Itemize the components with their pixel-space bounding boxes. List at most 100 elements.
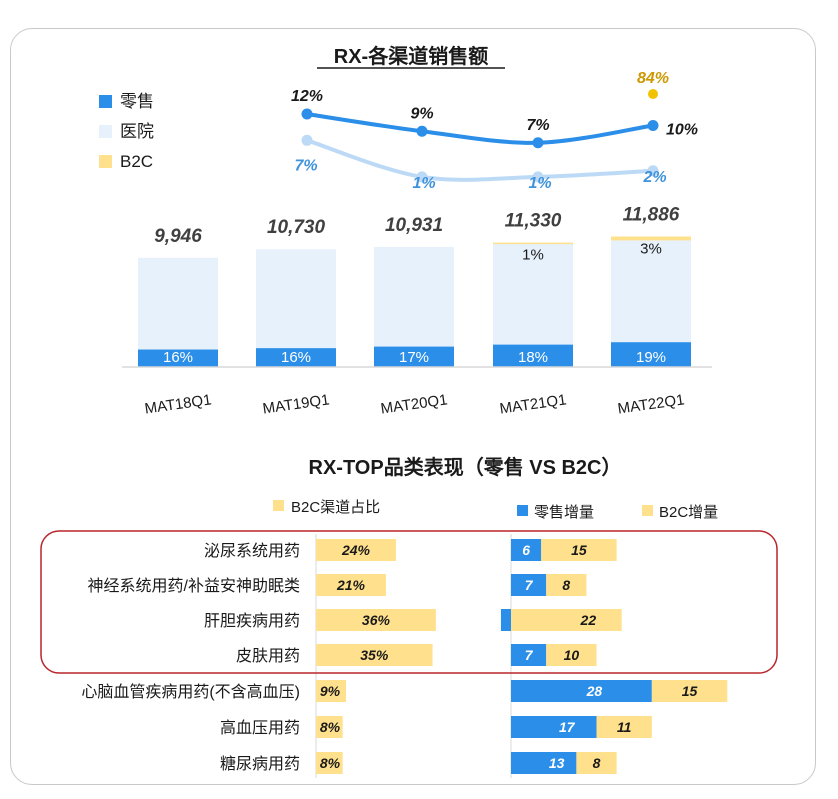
retail-increment-bar [511, 752, 577, 774]
growth-label-hospital: 1% [412, 175, 435, 192]
growth-label-retail: 9% [410, 105, 433, 122]
retail-increment-label: 13 [549, 755, 565, 771]
growth-line-retail [306, 112, 654, 145]
growth-label-hospital: 1% [528, 175, 551, 192]
share-bar [316, 752, 343, 774]
growth-point-hospital [301, 134, 313, 146]
share-bar-label: 8% [320, 719, 341, 735]
growth-point-retail [532, 137, 544, 149]
share-bar [316, 574, 386, 596]
b2c-increment-bar [541, 539, 617, 561]
bar-retail-label: 18% [518, 349, 548, 366]
bar-retail-label: 19% [636, 349, 666, 366]
legend-label-b2c-share: B2C渠道占比 [291, 499, 380, 516]
growth-line-hospital [306, 138, 654, 182]
share-bar [316, 609, 436, 631]
bar-total-label: 11,886 [623, 204, 680, 225]
b2c-increment-label: 10 [564, 647, 580, 663]
highlight-box [40, 530, 778, 674]
top-bars-group: 16% 9,946 16% 10,730 17% 10,931 18% 1% 11,330 19%… [138, 204, 691, 367]
retail-increment-bar [511, 539, 542, 561]
x-tick-label: MAT21Q1 [499, 391, 568, 417]
category-label: 心脑血管疾病用药(不含高血压) [81, 683, 300, 701]
bar-retail-label: 16% [281, 349, 311, 366]
bar-hospital [256, 249, 336, 349]
category-label: 神经系统用药/补益安神助眠类 [88, 577, 300, 595]
bar-retail [256, 348, 336, 367]
share-bar [316, 539, 396, 561]
b2c-increment-bar [596, 716, 652, 738]
share-bar-label: 21% [336, 577, 366, 593]
share-bar-label: 36% [362, 612, 391, 628]
growth-point-b2c [648, 89, 658, 99]
bar-hospital [611, 240, 691, 343]
legend-label-retail-increment: 零售增量 [534, 504, 594, 521]
growth-label-retail: 7% [526, 117, 549, 134]
legend-swatch-b2c [99, 155, 112, 168]
bar-total-label: 10,730 [267, 217, 326, 238]
retail-increment-bar [511, 680, 652, 702]
growth-label-retail: 12% [291, 88, 323, 105]
retail-increment-bar [511, 716, 597, 738]
legend-swatch-retail [99, 95, 112, 108]
legend-label-b2c: B2C [120, 152, 153, 171]
bar-b2c-label: 3% [640, 240, 662, 257]
growth-point-hospital [647, 165, 659, 177]
retail-increment-bar [500, 609, 511, 631]
b2c-increment-bar [651, 680, 728, 702]
growth-point-retail [416, 125, 428, 137]
legend-swatch-retail-increment [517, 505, 528, 516]
share-bar-label: 24% [341, 542, 371, 558]
legend-label-retail: 零售 [120, 92, 154, 111]
share-bar [316, 644, 433, 666]
growth-point-hospital [416, 171, 428, 183]
b2c-increment-label: 22 [580, 612, 597, 628]
legend-swatch-hospital [99, 125, 112, 138]
b2c-increment-label: 8 [593, 755, 601, 771]
bar-retail [138, 349, 218, 367]
b2c-increment-label: 15 [571, 542, 587, 558]
retail-increment-label: 7 [525, 577, 534, 593]
b2c-increment-label: 8 [562, 577, 570, 593]
category-label: 高血压用药 [220, 719, 300, 737]
b2c-increment-label: 11 [617, 719, 632, 735]
bar-total-label: 11,330 [505, 211, 562, 232]
growth-lines-group: 7% 1% 1% 2% 12% 9% 7% 10% 84% [291, 70, 698, 192]
retail-increment-label: 17 [559, 719, 576, 735]
retail-increment-label: 7 [525, 647, 534, 663]
retail-increment-label: 6 [522, 542, 530, 558]
top-x-tick-labels: MAT18Q1 MAT19Q1 MAT20Q1 MAT21Q1 MAT22Q1 [144, 391, 686, 417]
b2c-increment-bar [511, 609, 622, 631]
bar-hospital [138, 257, 218, 350]
legend-label-hospital: 医院 [120, 122, 154, 141]
legend-swatch-b2c-increment [642, 505, 653, 516]
bar-b2c-label: 1% [522, 247, 544, 264]
x-tick-label: MAT18Q1 [144, 391, 213, 417]
retail-increment-label: 28 [586, 683, 603, 699]
top-chart-title: RX-各渠道销售额 [334, 44, 488, 68]
b2c-increment-label: 15 [682, 683, 698, 699]
category-label: 泌尿系统用药 [204, 542, 300, 560]
share-bar-label: 9% [320, 683, 341, 699]
x-tick-label: MAT19Q1 [262, 391, 331, 417]
bar-b2c [493, 242, 573, 245]
bottom-rows-group: 泌尿系统用药 24% 6 15 神经系统用药/补益安神助眠类 21% 7 8 肝胆疾病用药 36%… [81, 539, 728, 774]
legend-swatch-b2c-share [273, 500, 284, 511]
b2c-increment-bar [546, 644, 597, 666]
legend-label-b2c-increment: B2C增量 [659, 504, 718, 521]
bar-total-label: 9,946 [154, 226, 202, 247]
b2c-increment-bar [576, 752, 617, 774]
retail-increment-bar [511, 574, 547, 596]
retail-increment-bar [511, 644, 547, 666]
x-tick-label: MAT20Q1 [380, 391, 449, 417]
bar-retail [374, 346, 454, 367]
growth-label-hospital: 7% [294, 157, 317, 174]
growth-point-hospital [532, 171, 544, 183]
share-bar-label: 8% [320, 755, 341, 771]
bar-retail-label: 16% [163, 349, 193, 366]
bar-b2c [611, 236, 691, 241]
category-label: 糖尿病用药 [220, 755, 300, 773]
bar-retail [493, 344, 573, 367]
x-tick-label: MAT22Q1 [617, 391, 686, 417]
